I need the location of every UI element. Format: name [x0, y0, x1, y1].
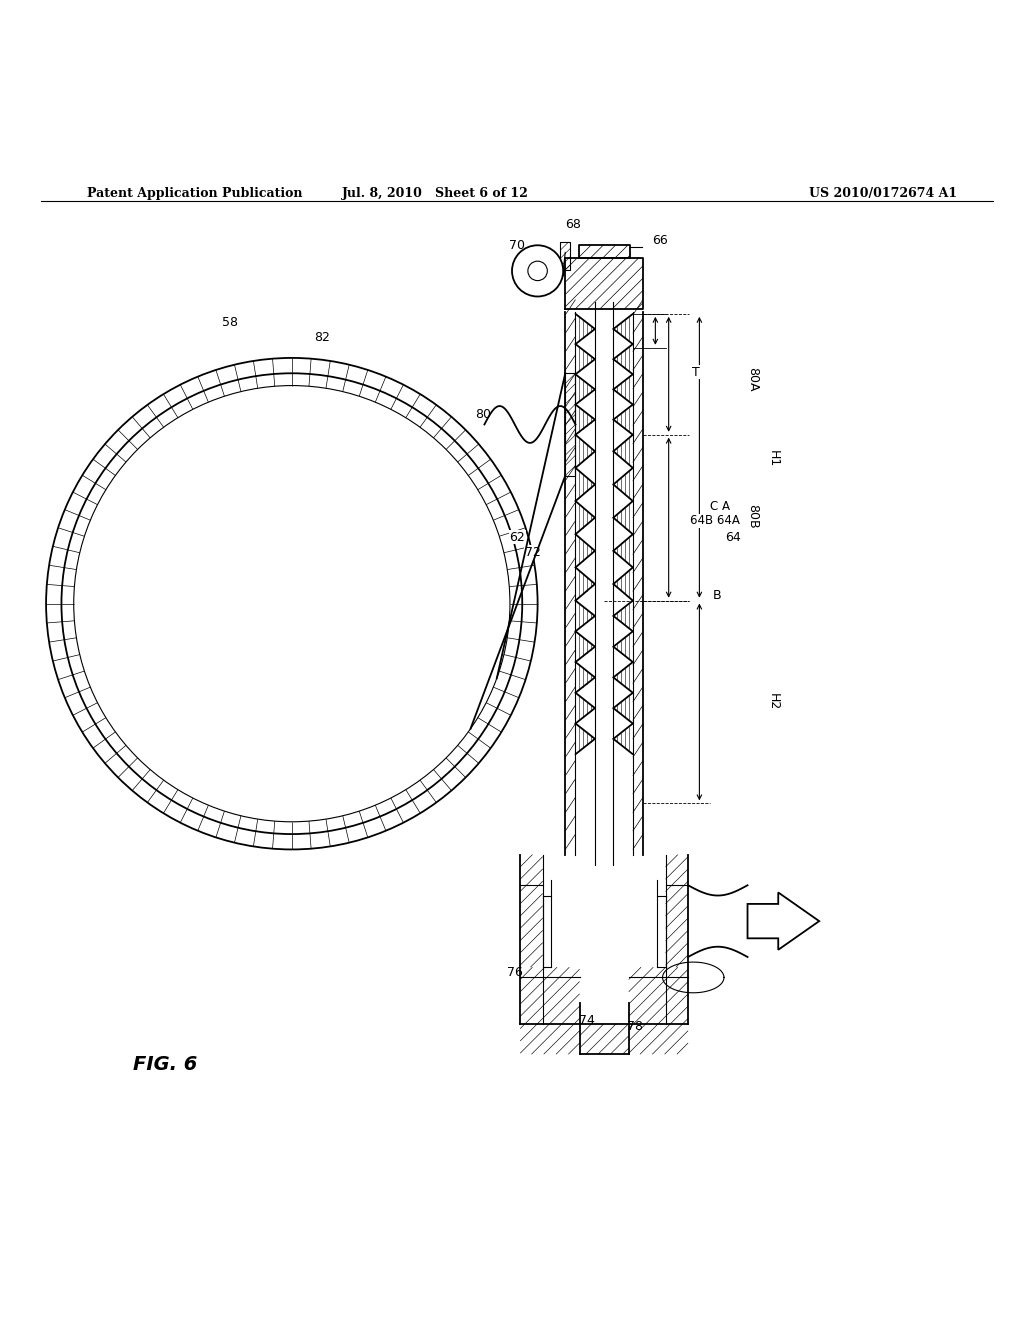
Text: H2: H2	[767, 693, 779, 710]
Text: 58: 58	[222, 315, 239, 329]
Circle shape	[528, 261, 547, 281]
Circle shape	[512, 246, 563, 297]
Text: FIG. 6: FIG. 6	[133, 1055, 198, 1074]
Text: 82: 82	[314, 331, 331, 345]
Text: Patent Application Publication: Patent Application Publication	[87, 187, 302, 199]
Text: US 2010/0172674 A1: US 2010/0172674 A1	[809, 187, 957, 199]
Text: 62: 62	[509, 531, 525, 544]
Text: C A: C A	[710, 500, 730, 513]
Text: T: T	[692, 366, 700, 379]
Text: 66: 66	[652, 234, 669, 247]
Text: 72: 72	[524, 546, 541, 558]
Text: 76: 76	[507, 966, 523, 979]
Text: H1: H1	[767, 450, 779, 467]
Polygon shape	[748, 892, 819, 950]
Text: 78: 78	[627, 1020, 643, 1034]
Text: 64: 64	[725, 531, 741, 544]
Text: 74: 74	[579, 1014, 595, 1027]
Text: 80: 80	[475, 408, 492, 421]
Text: 64B 64A: 64B 64A	[690, 515, 739, 527]
Text: 80B: 80B	[746, 504, 759, 529]
Text: 70: 70	[509, 239, 525, 252]
Text: 80A: 80A	[746, 367, 759, 392]
Text: Jul. 8, 2010   Sheet 6 of 12: Jul. 8, 2010 Sheet 6 of 12	[342, 187, 528, 199]
Text: B: B	[713, 589, 721, 602]
Text: 68: 68	[565, 218, 582, 231]
